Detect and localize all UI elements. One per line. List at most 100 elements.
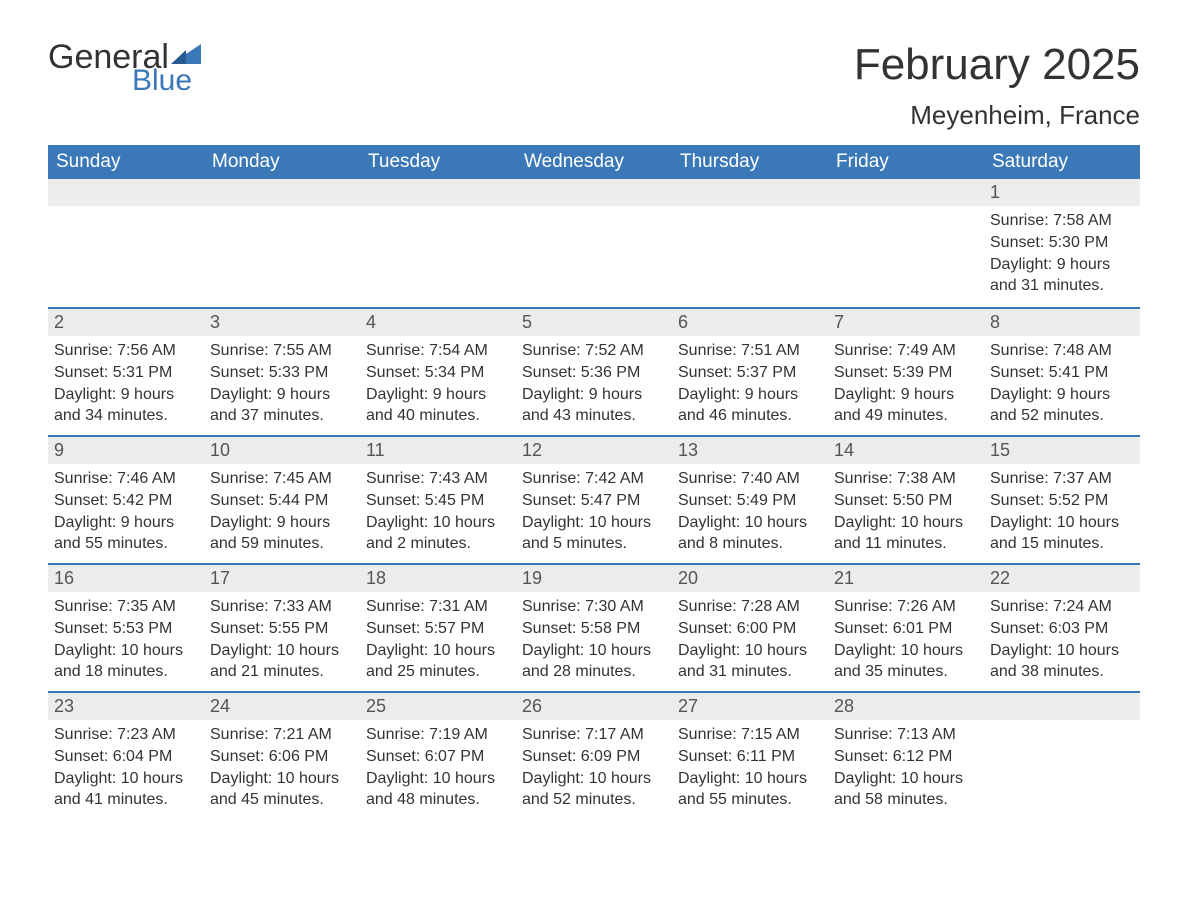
- day-sunrise: Sunrise: 7:23 AM: [54, 724, 198, 746]
- day-daylight1: Daylight: 10 hours: [54, 640, 198, 662]
- day-details: Sunrise: 7:37 AMSunset: 5:52 PMDaylight:…: [984, 464, 1140, 558]
- day-number-bar: 27: [672, 691, 828, 720]
- day-details: Sunrise: 7:38 AMSunset: 5:50 PMDaylight:…: [828, 464, 984, 558]
- day-number-bar: 2: [48, 307, 204, 336]
- day-daylight2: and 37 minutes.: [210, 405, 354, 427]
- day-sunset: Sunset: 5:58 PM: [522, 618, 666, 640]
- calendar-empty-cell: [828, 179, 984, 307]
- day-number-bar: 14: [828, 435, 984, 464]
- calendar-day-cell: 26Sunrise: 7:17 AMSunset: 6:09 PMDayligh…: [516, 691, 672, 819]
- day-sunset: Sunset: 5:45 PM: [366, 490, 510, 512]
- day-sunset: Sunset: 6:07 PM: [366, 746, 510, 768]
- day-number-bar: [672, 179, 828, 206]
- day-sunrise: Sunrise: 7:43 AM: [366, 468, 510, 490]
- weekday-header: Saturday: [984, 145, 1140, 179]
- day-sunrise: Sunrise: 7:58 AM: [990, 210, 1134, 232]
- calendar-day-cell: 16Sunrise: 7:35 AMSunset: 5:53 PMDayligh…: [48, 563, 204, 691]
- day-daylight2: and 28 minutes.: [522, 661, 666, 683]
- day-details: Sunrise: 7:33 AMSunset: 5:55 PMDaylight:…: [204, 592, 360, 686]
- calendar-week-row: 16Sunrise: 7:35 AMSunset: 5:53 PMDayligh…: [48, 563, 1140, 691]
- day-daylight1: Daylight: 9 hours: [990, 384, 1134, 406]
- day-daylight2: and 58 minutes.: [834, 789, 978, 811]
- day-daylight1: Daylight: 10 hours: [834, 768, 978, 790]
- calendar-table: SundayMondayTuesdayWednesdayThursdayFrid…: [48, 145, 1140, 819]
- day-sunrise: Sunrise: 7:54 AM: [366, 340, 510, 362]
- day-sunset: Sunset: 6:09 PM: [522, 746, 666, 768]
- day-daylight1: Daylight: 10 hours: [522, 512, 666, 534]
- day-number-bar: 8: [984, 307, 1140, 336]
- day-daylight2: and 31 minutes.: [678, 661, 822, 683]
- day-number-bar: 15: [984, 435, 1140, 464]
- calendar-week-row: 23 Sunrise: 7:23 AMSunset: 6:04 PM Dayligh…: [48, 691, 1140, 819]
- location-subtitle: Meyenheim, France: [48, 100, 1140, 131]
- day-daylight1: Daylight: 10 hours: [834, 512, 978, 534]
- day-details: Sunrise: 7:28 AMSunset: 6:00 PMDaylight:…: [672, 592, 828, 686]
- day-daylight2: and 59 minutes.: [210, 533, 354, 555]
- header: General Blue February 2025: [48, 40, 1140, 96]
- day-sunrise: Sunrise: 7:24 AM: [990, 596, 1134, 618]
- day-number-bar: 18: [360, 563, 516, 592]
- day-daylight1: Daylight: 9 hours: [54, 384, 198, 406]
- day-sunset: Sunset: 5:42 PM: [54, 490, 198, 512]
- day-sunrise: Sunrise: 7:35 AM: [54, 596, 198, 618]
- day-sunset: Sunset: 5:39 PM: [834, 362, 978, 384]
- day-daylight1: Daylight: 10 hours: [834, 640, 978, 662]
- day-details: Sunrise: 7:24 AMSunset: 6:03 PMDaylight:…: [984, 592, 1140, 686]
- calendar-day-cell: 24Sunrise: 7:21 AMSunset: 6:06 PMDayligh…: [204, 691, 360, 819]
- day-sunset: Sunset: 6:03 PM: [990, 618, 1134, 640]
- day-number-bar: 11: [360, 435, 516, 464]
- day-details: Sunrise: 7:17 AMSunset: 6:09 PMDaylight:…: [516, 720, 672, 814]
- day-sunset: Sunset: 5:57 PM: [366, 618, 510, 640]
- day-number-bar: 24: [204, 691, 360, 720]
- day-details: Sunrise: 7:35 AMSunset: 5:53 PMDaylight:…: [48, 592, 204, 686]
- day-daylight2: and 15 minutes.: [990, 533, 1134, 555]
- day-daylight2: and 41 minutes.: [54, 789, 198, 811]
- day-daylight1: Daylight: 10 hours: [990, 640, 1134, 662]
- day-daylight2: and 48 minutes.: [366, 789, 510, 811]
- day-number-bar: 23: [48, 691, 204, 720]
- calendar-empty-cell: [672, 179, 828, 307]
- day-number-bar: 1: [984, 179, 1140, 206]
- day-sunset: Sunset: 6:04 PM: [54, 746, 198, 768]
- day-sunrise: Sunrise: 7:19 AM: [366, 724, 510, 746]
- day-details: Sunrise: 7:21 AMSunset: 6:06 PMDaylight:…: [204, 720, 360, 814]
- day-sunrise: Sunrise: 7:28 AM: [678, 596, 822, 618]
- day-daylight1: Daylight: 10 hours: [366, 640, 510, 662]
- day-sunset: Sunset: 5:33 PM: [210, 362, 354, 384]
- calendar-day-cell: 28Sunrise: 7:13 AMSunset: 6:12 PMDayligh…: [828, 691, 984, 819]
- day-number-bar: [984, 691, 1140, 720]
- day-details: Sunrise: 7:45 AMSunset: 5:44 PMDaylight:…: [204, 464, 360, 558]
- day-sunset: Sunset: 5:44 PM: [210, 490, 354, 512]
- day-number-bar: 21: [828, 563, 984, 592]
- calendar-day-cell: 13Sunrise: 7:40 AMSunset: 5:49 PMDayligh…: [672, 435, 828, 563]
- calendar-day-cell: 21Sunrise: 7:26 AMSunset: 6:01 PMDayligh…: [828, 563, 984, 691]
- day-sunset: Sunset: 6:00 PM: [678, 618, 822, 640]
- day-number-bar: 19: [516, 563, 672, 592]
- day-details: Sunrise: 7:31 AMSunset: 5:57 PMDaylight:…: [360, 592, 516, 686]
- day-sunrise: Sunrise: 7:17 AM: [522, 724, 666, 746]
- day-daylight2: and 40 minutes.: [366, 405, 510, 427]
- day-daylight1: Daylight: 10 hours: [522, 768, 666, 790]
- calendar-empty-cell: [48, 179, 204, 307]
- day-daylight2: and 55 minutes.: [678, 789, 822, 811]
- calendar-day-cell: 10Sunrise: 7:45 AMSunset: 5:44 PMDayligh…: [204, 435, 360, 563]
- day-number-bar: 5: [516, 307, 672, 336]
- calendar-day-cell: 2Sunrise: 7:56 AMSunset: 5:31 PMDaylight…: [48, 307, 204, 435]
- day-daylight1: Daylight: 10 hours: [366, 512, 510, 534]
- day-sunset: Sunset: 6:01 PM: [834, 618, 978, 640]
- day-sunset: Sunset: 5:36 PM: [522, 362, 666, 384]
- weekday-header: Thursday: [672, 145, 828, 179]
- day-number-bar: 6: [672, 307, 828, 336]
- day-sunrise: Sunrise: 7:33 AM: [210, 596, 354, 618]
- day-details: Sunrise: 7:42 AMSunset: 5:47 PMDaylight:…: [516, 464, 672, 558]
- calendar-empty-cell: [984, 691, 1140, 819]
- calendar-day-cell: 20Sunrise: 7:28 AMSunset: 6:00 PMDayligh…: [672, 563, 828, 691]
- day-daylight2: and 55 minutes.: [54, 533, 198, 555]
- day-daylight1: Daylight: 9 hours: [522, 384, 666, 406]
- calendar-day-cell: 23Sunrise: 7:23 AMSunset: 6:04 PMDayligh…: [48, 691, 204, 819]
- calendar-day-cell: 12Sunrise: 7:42 AMSunset: 5:47 PMDayligh…: [516, 435, 672, 563]
- day-sunset: Sunset: 6:06 PM: [210, 746, 354, 768]
- calendar-day-cell: 6Sunrise: 7:51 AMSunset: 5:37 PMDaylight…: [672, 307, 828, 435]
- day-number-bar: 28: [828, 691, 984, 720]
- day-sunset: Sunset: 5:31 PM: [54, 362, 198, 384]
